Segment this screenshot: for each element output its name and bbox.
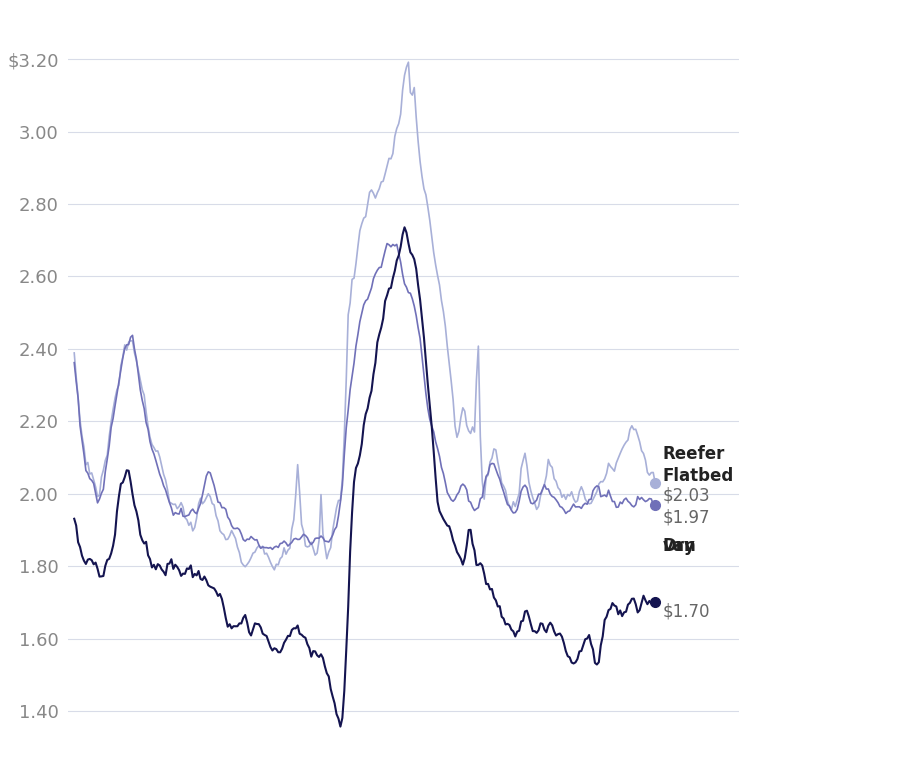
Text: Dry: Dry (662, 537, 695, 555)
Text: van: van (662, 517, 696, 555)
Text: Flatbed: Flatbed (662, 467, 733, 485)
Text: $2.03: $2.03 (662, 487, 710, 504)
Text: $1.97: $1.97 (662, 508, 710, 526)
Text: Reefer: Reefer (662, 445, 724, 463)
Text: $1.70: $1.70 (662, 603, 710, 620)
